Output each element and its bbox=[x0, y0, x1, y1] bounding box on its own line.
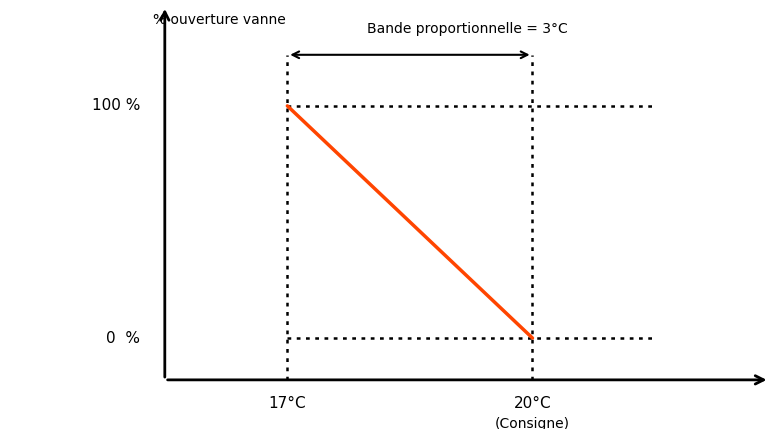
Text: 100 %: 100 % bbox=[92, 98, 140, 113]
Text: 20°C: 20°C bbox=[513, 396, 552, 411]
Text: (Consigne): (Consigne) bbox=[495, 417, 570, 429]
Text: Bande proportionnelle = 3°C: Bande proportionnelle = 3°C bbox=[367, 22, 567, 36]
Text: % ouverture vanne: % ouverture vanne bbox=[153, 13, 285, 27]
Text: 17°C: 17°C bbox=[269, 396, 306, 411]
Text: 0  %: 0 % bbox=[106, 331, 140, 346]
